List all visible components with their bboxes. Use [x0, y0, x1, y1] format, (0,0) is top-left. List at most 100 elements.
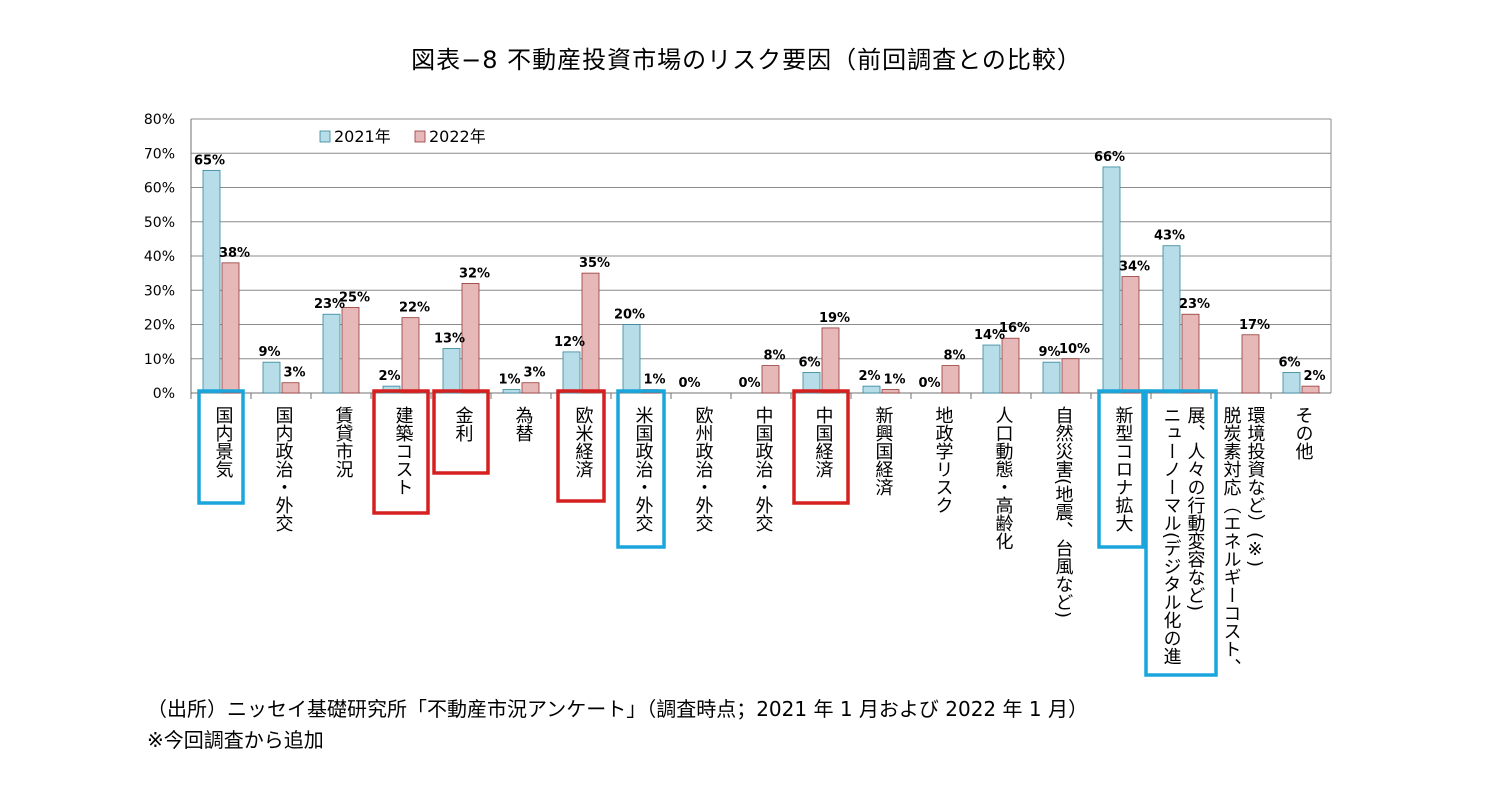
category-label: 展、人々の行動変容など) [1185, 406, 1206, 611]
data-label: 66% [1094, 150, 1125, 165]
data-label: 8% [763, 349, 785, 364]
data-label: 2% [378, 369, 400, 384]
data-label: 6% [1278, 355, 1300, 370]
highlight-box [616, 389, 666, 549]
y-tick-label: 70% [144, 146, 175, 162]
bar-2021年-5 [442, 348, 461, 394]
bar-2022年-4 [401, 317, 420, 394]
data-label: 1% [643, 373, 665, 388]
bar-2022年-19 [1301, 385, 1320, 394]
highlight-box [372, 389, 430, 515]
data-label: 23% [1179, 297, 1210, 312]
data-label: 2% [1303, 369, 1325, 384]
category-label: その他 [1293, 406, 1314, 460]
highlight-boxes [197, 389, 1218, 677]
category-label: 金利 [453, 406, 474, 442]
y-tick-label: 10% [144, 352, 175, 368]
y-tick-label: 40% [144, 249, 175, 265]
category-label: 脱炭素対応（エネルギーコスト、 [1221, 406, 1242, 676]
data-label: 20% [614, 308, 645, 323]
data-labels: 65%38%9%3%23%25%2%22%13%32%1% 3%12%35%20%… [194, 150, 1326, 391]
data-label: 12% [554, 335, 585, 350]
bar-2021年-17 [1162, 245, 1181, 394]
bar-2021年-15 [1042, 361, 1061, 394]
data-label: 34% [1119, 260, 1150, 275]
category-label: 新興国経済 [873, 406, 894, 496]
bar-2022年-18 [1241, 334, 1260, 394]
data-label: 14% [974, 328, 1005, 343]
y-tick-label: 80% [144, 112, 175, 128]
y-tick-label: 50% [144, 215, 175, 231]
bar-2021年-19 [1282, 372, 1301, 394]
category-label: 国内景気 [213, 406, 234, 479]
bar-2022年-15 [1061, 358, 1080, 394]
data-label: 13% [434, 331, 465, 346]
bar-2022年-7 [581, 272, 600, 394]
chart-title: 図表−8 不動産投資市場のリスク要因（前回調査との比較） [411, 46, 1082, 74]
highlight-box [556, 389, 606, 503]
category-label: 自然災害(地震、台風など) [1053, 406, 1074, 618]
data-label: 35% [579, 256, 610, 271]
data-label: 3% [523, 366, 545, 381]
legend-label: 2022年 [429, 127, 486, 146]
data-label: 9% [1038, 345, 1060, 360]
category-label: 欧米経済 [573, 406, 594, 478]
bar-2022年-11 [821, 327, 840, 394]
bar-2021年-12 [862, 385, 881, 394]
data-label: 1% [498, 373, 520, 388]
data-label: 0% [738, 376, 760, 391]
data-label: 1% [883, 373, 905, 388]
gridlines: 0% 10% 20% 30% 40% 50% 60% 70% 80% [144, 112, 1332, 402]
bar-2022年-12 [881, 389, 900, 394]
data-label: 16% [999, 321, 1030, 336]
data-label: 2% [858, 369, 880, 384]
data-label: 0% [678, 376, 700, 391]
legend-swatch [414, 130, 426, 143]
bar-2022年-5 [461, 282, 480, 394]
category-label: 中国政治・外交 [753, 406, 774, 532]
category-label: 為替 [513, 406, 534, 442]
bar-2021年-3 [322, 313, 341, 394]
bar-2021年-14 [982, 344, 1001, 394]
data-label: 22% [399, 301, 430, 316]
bar-2022年-6 [521, 382, 540, 394]
category-label: 欧州政治・外交 [693, 406, 714, 532]
category-label: 賃貸市況 [333, 406, 354, 478]
highlight-box [792, 389, 850, 505]
data-label: 38% [219, 246, 250, 261]
bar-2022年-17 [1181, 313, 1200, 394]
data-label: 10% [1059, 342, 1090, 357]
highlight-box [432, 389, 490, 475]
category-label: 建築コスト [393, 406, 414, 496]
bar-2022年-13 [941, 365, 960, 394]
bar-2021年-6 [502, 389, 521, 394]
category-label: 新型コロナ拡大 [1113, 406, 1134, 532]
bar-2022年-1 [221, 262, 240, 394]
bar-2022年-14 [1001, 337, 1020, 394]
bar-2021年-8 [622, 324, 641, 394]
category-label: ニューノーマル(デジタル化の進 [1161, 406, 1182, 665]
legend: 2021年 2022年 [319, 127, 486, 146]
data-label: 43% [1154, 229, 1185, 244]
data-label: 9% [258, 345, 280, 360]
legend-label: 2021年 [334, 127, 391, 146]
highlight-box [197, 389, 245, 505]
added-note: ※今回調査から追加 [147, 728, 324, 752]
legend-swatch [319, 130, 331, 143]
highlight-box [1144, 389, 1218, 677]
bar-2021年-2 [262, 361, 281, 394]
category-label: 地政学リスク [933, 406, 954, 514]
bar-2022年-3 [341, 306, 360, 394]
category-label: 人口動態・高齢化 [993, 406, 1014, 550]
data-label: 17% [1239, 318, 1270, 333]
bar-2021年-11 [802, 372, 821, 394]
bar-2022年-2 [281, 382, 300, 394]
data-label: 25% [339, 290, 370, 305]
y-tick-label: 20% [144, 318, 175, 334]
data-label: 32% [459, 266, 490, 281]
data-label: 19% [819, 311, 850, 326]
data-label: 3% [283, 366, 305, 381]
bar-2021年-16 [1102, 166, 1121, 394]
category-label: 国内政治・外交 [273, 406, 294, 532]
